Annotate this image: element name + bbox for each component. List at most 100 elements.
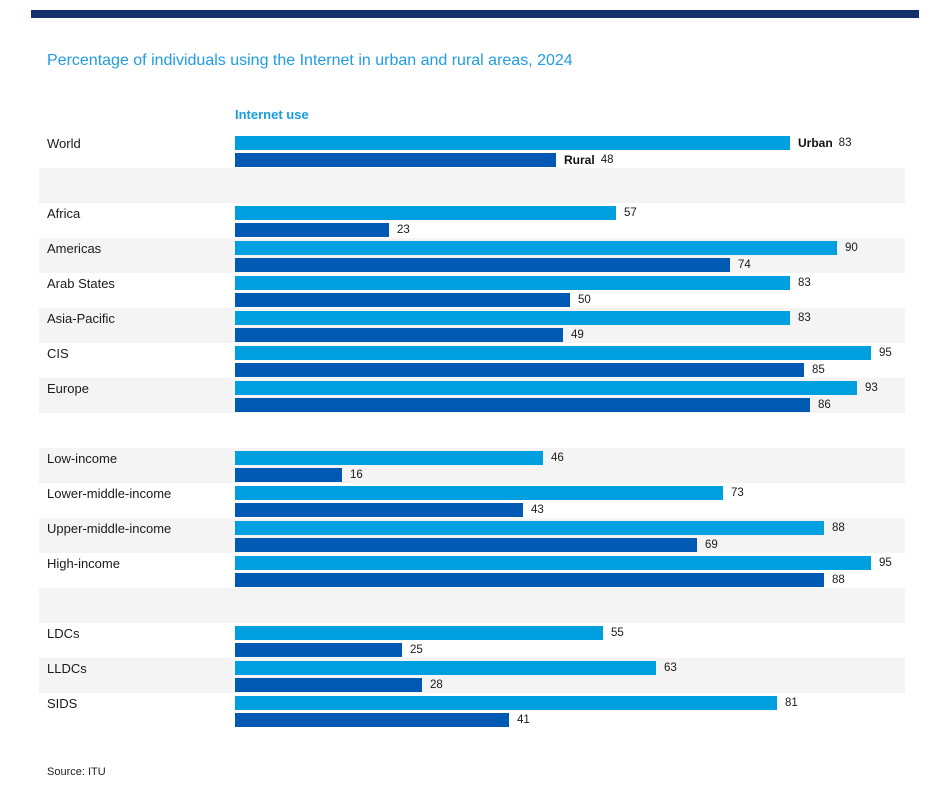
- rural-bar[interactable]: [235, 328, 563, 342]
- chart-row: Africa 57 23: [39, 203, 905, 238]
- value-label-group: 95: [879, 556, 892, 570]
- urban-bar[interactable]: [235, 556, 871, 570]
- urban-bar[interactable]: [235, 626, 603, 640]
- value-label-group: 83: [798, 276, 811, 290]
- chart-row: Asia-Pacific 83 49: [39, 308, 905, 343]
- value-label-group: 25: [410, 643, 423, 657]
- value-label-group: Urban 83: [798, 136, 851, 150]
- value-label: 73: [731, 487, 744, 499]
- series-name-label: Urban: [798, 136, 833, 150]
- chart-rows: World Urban 83 Rural 48 Africa 57 23 Americas 90 7…: [39, 133, 905, 728]
- rural-bar[interactable]: [235, 713, 509, 727]
- value-label-group: 86: [818, 398, 831, 412]
- category-label: World: [47, 136, 81, 151]
- value-label-group: 74: [738, 258, 751, 272]
- urban-bar[interactable]: [235, 521, 824, 535]
- value-label: 69: [705, 539, 718, 551]
- value-label: 88: [832, 522, 845, 534]
- value-label-group: 88: [832, 521, 845, 535]
- top-accent-bar: [31, 10, 919, 18]
- rural-bar[interactable]: [235, 363, 804, 377]
- urban-bar[interactable]: [235, 136, 790, 150]
- rural-bar[interactable]: [235, 503, 523, 517]
- rural-bar[interactable]: [235, 643, 402, 657]
- urban-bar[interactable]: [235, 346, 871, 360]
- urban-bar[interactable]: [235, 276, 790, 290]
- rural-bar[interactable]: [235, 468, 342, 482]
- value-label: 95: [879, 557, 892, 569]
- category-label: Lower-middle-income: [47, 486, 172, 501]
- urban-bar[interactable]: [235, 241, 837, 255]
- value-label-group: 93: [865, 381, 878, 395]
- value-label: 57: [624, 207, 637, 219]
- rural-bar[interactable]: [235, 223, 389, 237]
- value-label-group: 90: [845, 241, 858, 255]
- rural-bar[interactable]: [235, 293, 570, 307]
- value-label-group: 46: [551, 451, 564, 465]
- value-label: 25: [410, 644, 423, 656]
- category-label: Arab States: [47, 276, 115, 291]
- value-label-group: 57: [624, 206, 637, 220]
- urban-bar[interactable]: [235, 311, 790, 325]
- chart-row: Upper-middle-income 88 69: [39, 518, 905, 553]
- rural-bar[interactable]: [235, 258, 730, 272]
- urban-bar[interactable]: [235, 381, 857, 395]
- value-label: 28: [430, 679, 443, 691]
- value-label: 41: [517, 714, 530, 726]
- chart-row: LLDCs 63 28: [39, 658, 905, 693]
- value-label-group: 85: [812, 363, 825, 377]
- value-label-group: 41: [517, 713, 530, 727]
- rural-bar[interactable]: [235, 398, 810, 412]
- value-label-group: 50: [578, 293, 591, 307]
- value-label: 16: [350, 469, 363, 481]
- value-label: 83: [798, 312, 811, 324]
- rural-bar[interactable]: [235, 153, 556, 167]
- chart-row: SIDS 81 41: [39, 693, 905, 728]
- source-note: Source: ITU: [47, 766, 106, 778]
- rural-bar[interactable]: [235, 538, 697, 552]
- series-name-label: Rural: [564, 153, 595, 167]
- category-label: Africa: [47, 206, 81, 221]
- value-label-group: 83: [798, 311, 811, 325]
- category-label: Europe: [47, 381, 89, 396]
- chart-row: High-income 95 88: [39, 553, 905, 588]
- category-label: Low-income: [47, 451, 118, 466]
- urban-bar[interactable]: [235, 206, 616, 220]
- rural-bar[interactable]: [235, 573, 824, 587]
- chart-row: Europe 93 86: [39, 378, 905, 413]
- category-label: Asia-Pacific: [47, 311, 115, 326]
- value-label: 85: [812, 364, 825, 376]
- value-label-group: 55: [611, 626, 624, 640]
- value-label: 95: [879, 347, 892, 359]
- value-label-group: 88: [832, 573, 845, 587]
- chart-row: Lower-middle-income 73 43: [39, 483, 905, 518]
- value-label-group: 81: [785, 696, 798, 710]
- value-label-group: 69: [705, 538, 718, 552]
- value-label-group: 63: [664, 661, 677, 675]
- value-label: 23: [397, 224, 410, 236]
- urban-bar[interactable]: [235, 696, 777, 710]
- value-label: 46: [551, 452, 564, 464]
- value-label: 49: [571, 329, 584, 341]
- urban-bar[interactable]: [235, 661, 656, 675]
- value-label-group: 73: [731, 486, 744, 500]
- spacer-row: [39, 168, 905, 203]
- value-label-group: 95: [879, 346, 892, 360]
- value-label: 43: [531, 504, 544, 516]
- chart-row: Low-income 46 16: [39, 448, 905, 483]
- chart-row: World Urban 83 Rural 48: [39, 133, 905, 168]
- value-label-group: 49: [571, 328, 584, 342]
- value-label-group: 43: [531, 503, 544, 517]
- rural-bar[interactable]: [235, 678, 422, 692]
- value-label: 83: [798, 277, 811, 289]
- chart-row: CIS 95 85: [39, 343, 905, 378]
- value-label: 83: [838, 137, 852, 149]
- urban-bar[interactable]: [235, 486, 723, 500]
- spacer-row: [39, 413, 905, 448]
- value-label: 81: [785, 697, 798, 709]
- category-label: Americas: [47, 241, 102, 256]
- value-label: 93: [865, 382, 878, 394]
- urban-bar[interactable]: [235, 451, 543, 465]
- category-label: LLDCs: [47, 661, 87, 676]
